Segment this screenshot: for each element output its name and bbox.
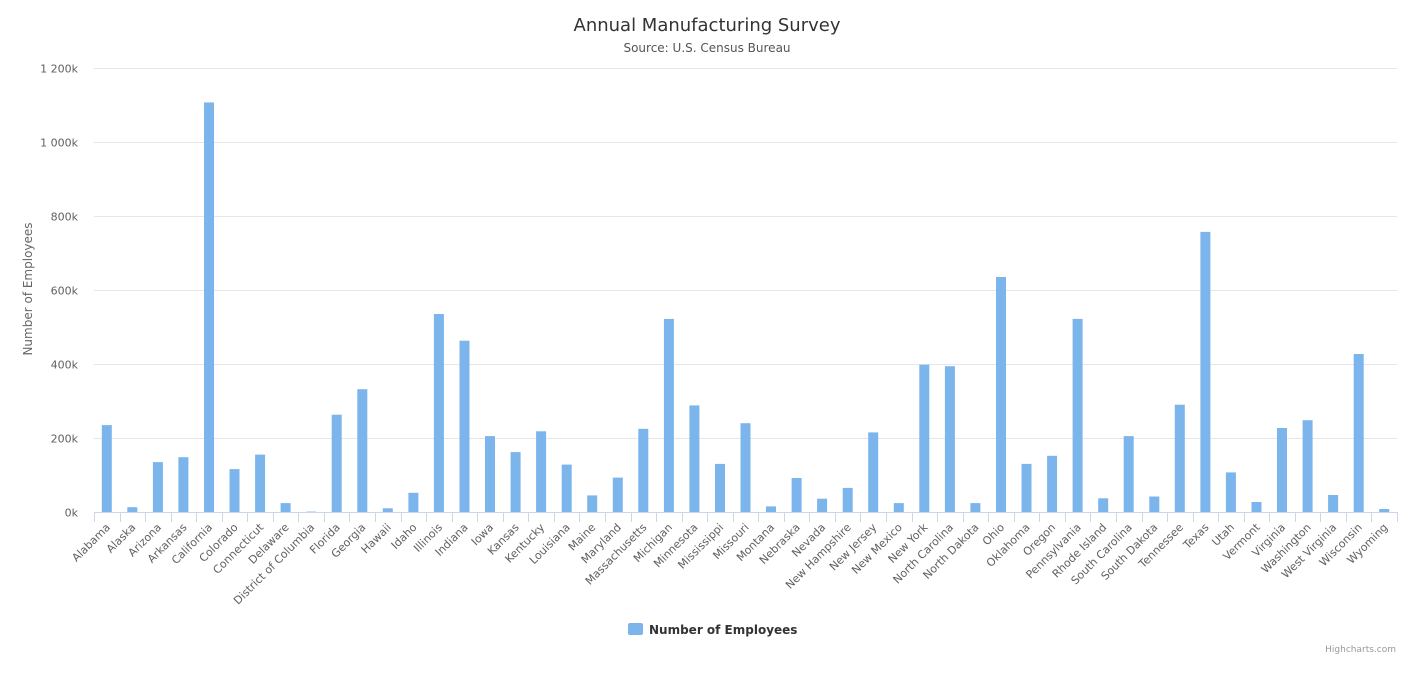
x-axis-ticks: AlabamaAlaskaArizonaArkansasCaliforniaCo… bbox=[69, 520, 1390, 607]
bar-alabama[interactable] bbox=[101, 425, 112, 512]
bar-michigan[interactable] bbox=[663, 318, 674, 512]
bar-wisconsin[interactable] bbox=[1353, 354, 1364, 512]
bar-new-mexico[interactable] bbox=[893, 503, 904, 512]
bar-arizona[interactable] bbox=[152, 462, 163, 512]
bar-hawaii[interactable] bbox=[382, 508, 393, 512]
bar-georgia[interactable] bbox=[357, 389, 368, 512]
credits-link[interactable]: Highcharts.com bbox=[1325, 645, 1396, 655]
bar-west-virginia[interactable] bbox=[1328, 495, 1339, 512]
bar-iowa[interactable] bbox=[485, 436, 495, 512]
bar-utah[interactable] bbox=[1225, 472, 1236, 512]
bar-south-carolina[interactable] bbox=[1123, 436, 1134, 512]
bar-texas[interactable] bbox=[1200, 231, 1211, 512]
bar-virginia[interactable] bbox=[1277, 428, 1287, 512]
bar-colorado[interactable] bbox=[229, 469, 240, 512]
bar-nebraska[interactable] bbox=[791, 478, 802, 512]
bar-indiana[interactable] bbox=[459, 340, 470, 512]
bar-arkansas[interactable] bbox=[178, 457, 189, 512]
bar-montana[interactable] bbox=[766, 506, 776, 512]
bar-maryland[interactable] bbox=[612, 477, 623, 512]
bar-mississippi[interactable] bbox=[715, 463, 725, 512]
y-tick-label: 1 200k bbox=[40, 63, 78, 76]
bar-nevada[interactable] bbox=[817, 498, 828, 512]
bar-missouri[interactable] bbox=[740, 423, 751, 512]
bar-tennessee[interactable] bbox=[1174, 404, 1185, 512]
bar-florida[interactable] bbox=[331, 414, 342, 512]
bar-oklahoma[interactable] bbox=[1021, 463, 1032, 512]
bar-pennsylvania[interactable] bbox=[1072, 318, 1083, 512]
y-tick-label: 400k bbox=[51, 359, 79, 372]
bar-alaska[interactable] bbox=[127, 507, 138, 512]
bar-new-hampshire[interactable] bbox=[842, 487, 853, 512]
bar-massachusetts[interactable] bbox=[638, 428, 649, 513]
bar-south-dakota[interactable] bbox=[1149, 496, 1160, 513]
x-tick-label: Texas bbox=[1180, 521, 1212, 553]
y-tick-label: 600k bbox=[51, 285, 79, 298]
bar-idaho[interactable] bbox=[408, 492, 419, 512]
bar-illinois[interactable] bbox=[433, 314, 444, 512]
bar-washington[interactable] bbox=[1302, 420, 1313, 512]
bar-california[interactable] bbox=[204, 102, 214, 513]
bar-kentucky[interactable] bbox=[536, 431, 547, 512]
legend-swatch[interactable] bbox=[628, 623, 643, 635]
y-axis-ticks: 0k 200k 400k 600k 800k 1 000k 1 200k bbox=[40, 63, 78, 520]
bar-oregon[interactable] bbox=[1047, 455, 1058, 512]
chart-title: Annual Manufacturing Survey bbox=[574, 15, 841, 36]
bar-rhode-island[interactable] bbox=[1098, 498, 1109, 512]
y-tick-label: 1 000k bbox=[40, 137, 78, 150]
bar-minnesota[interactable] bbox=[689, 405, 700, 512]
chart-subtitle: Source: U.S. Census Bureau bbox=[623, 41, 790, 55]
legend[interactable]: Number of Employees bbox=[628, 623, 797, 637]
bar-north-carolina[interactable] bbox=[944, 366, 955, 512]
bar-new-york[interactable] bbox=[919, 364, 930, 512]
bar-wyoming[interactable] bbox=[1379, 509, 1390, 512]
y-tick-label: 0k bbox=[65, 507, 79, 520]
bar-delaware[interactable] bbox=[280, 503, 291, 512]
x-axis bbox=[94, 512, 1398, 522]
bar-kansas[interactable] bbox=[510, 452, 521, 512]
bar-series bbox=[101, 102, 1390, 513]
bar-connecticut[interactable] bbox=[255, 454, 266, 512]
bar-new-jersey[interactable] bbox=[868, 432, 879, 512]
y-tick-label: 200k bbox=[51, 433, 79, 446]
y-axis-title: Number of Employees bbox=[21, 222, 35, 355]
bar-north-dakota[interactable] bbox=[970, 503, 981, 512]
bar-ohio[interactable] bbox=[996, 277, 1006, 512]
bar-maine[interactable] bbox=[587, 495, 598, 512]
bar-vermont[interactable] bbox=[1251, 502, 1262, 512]
legend-label[interactable]: Number of Employees bbox=[649, 623, 797, 637]
bar-louisiana[interactable] bbox=[561, 464, 572, 512]
y-tick-label: 800k bbox=[51, 211, 79, 224]
